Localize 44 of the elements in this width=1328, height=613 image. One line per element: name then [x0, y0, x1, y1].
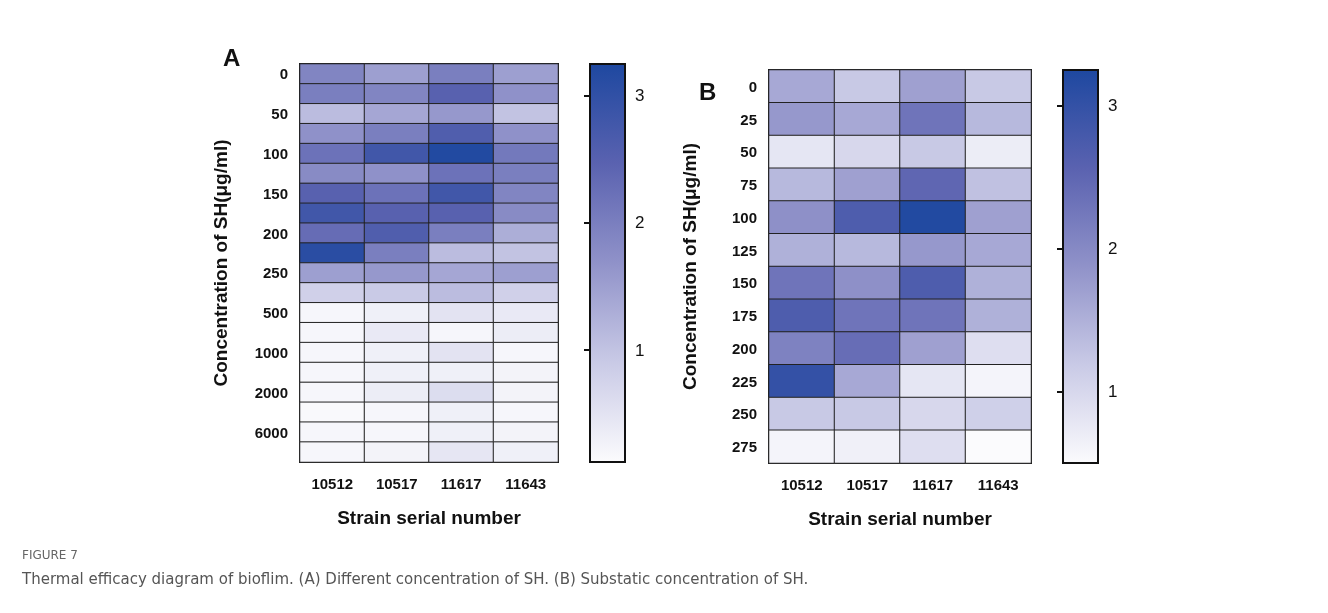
y-tick-label: 50 — [271, 105, 288, 123]
y-tick-label: 200 — [731, 339, 757, 357]
x-tick-label: 11643 — [505, 475, 547, 492]
y-tick-label: 0 — [748, 77, 757, 95]
color-bar-label: 2 — [1108, 239, 1118, 259]
y-tick-label: 250 — [731, 405, 757, 423]
x-tick-label: 11617 — [440, 475, 482, 492]
x-axis-title: Strain serial number — [337, 507, 522, 528]
color-bar-label: 1 — [1108, 382, 1118, 402]
caption: FIGURE 7 — [22, 548, 79, 562]
y-tick-label: 125 — [731, 241, 757, 259]
color-bar-label: 1 — [635, 340, 645, 360]
chart-title: A — [223, 43, 241, 71]
y-tick-label: 0 — [279, 65, 288, 83]
y-tick-label: 225 — [731, 372, 757, 390]
y-tick-label: 200 — [262, 224, 288, 242]
text: Thermal efficacy diagram of bioflim. (A) Different concentration of SH. (B) Substatic concentration of SH. — [22, 570, 810, 588]
y-tick-label: 275 — [731, 438, 757, 456]
y-tick-label: 50 — [740, 143, 757, 161]
y-tick-label: 150 — [262, 184, 288, 202]
y-tick-label: 6000 — [254, 423, 288, 441]
y-tick-label: 25 — [740, 110, 757, 128]
x-tick-label: 10512 — [311, 475, 354, 492]
x-tick-label: 11643 — [977, 476, 1019, 493]
x-axis-title: Strain serial number — [808, 508, 993, 529]
y-tick-label: 175 — [731, 307, 757, 325]
y-tick-label: 75 — [740, 176, 757, 194]
y-axis-title: Concentration of SH(μg/ml) — [679, 143, 700, 390]
x-tick-label: 11617 — [912, 476, 954, 493]
y-tick-label: 500 — [262, 304, 288, 322]
y-tick-label: 1000 — [254, 344, 288, 362]
x-tick-label: 10512 — [780, 476, 823, 493]
y-tick-label: 2000 — [254, 383, 288, 401]
color-bar-label: 3 — [1108, 96, 1118, 116]
x-tick-label: 10517 — [375, 475, 418, 492]
y-tick-label: 100 — [262, 145, 288, 163]
chart-title: B — [699, 77, 717, 105]
y-tick-label: 100 — [731, 208, 757, 226]
x-tick-label: 10517 — [846, 476, 889, 493]
y-axis-title: Concentration of SH(μg/ml) — [210, 139, 231, 387]
y-tick-label: 250 — [262, 264, 288, 282]
color-bar-label: 3 — [635, 86, 645, 106]
color-bar-label: 2 — [635, 213, 645, 233]
y-tick-label: 150 — [731, 274, 757, 292]
